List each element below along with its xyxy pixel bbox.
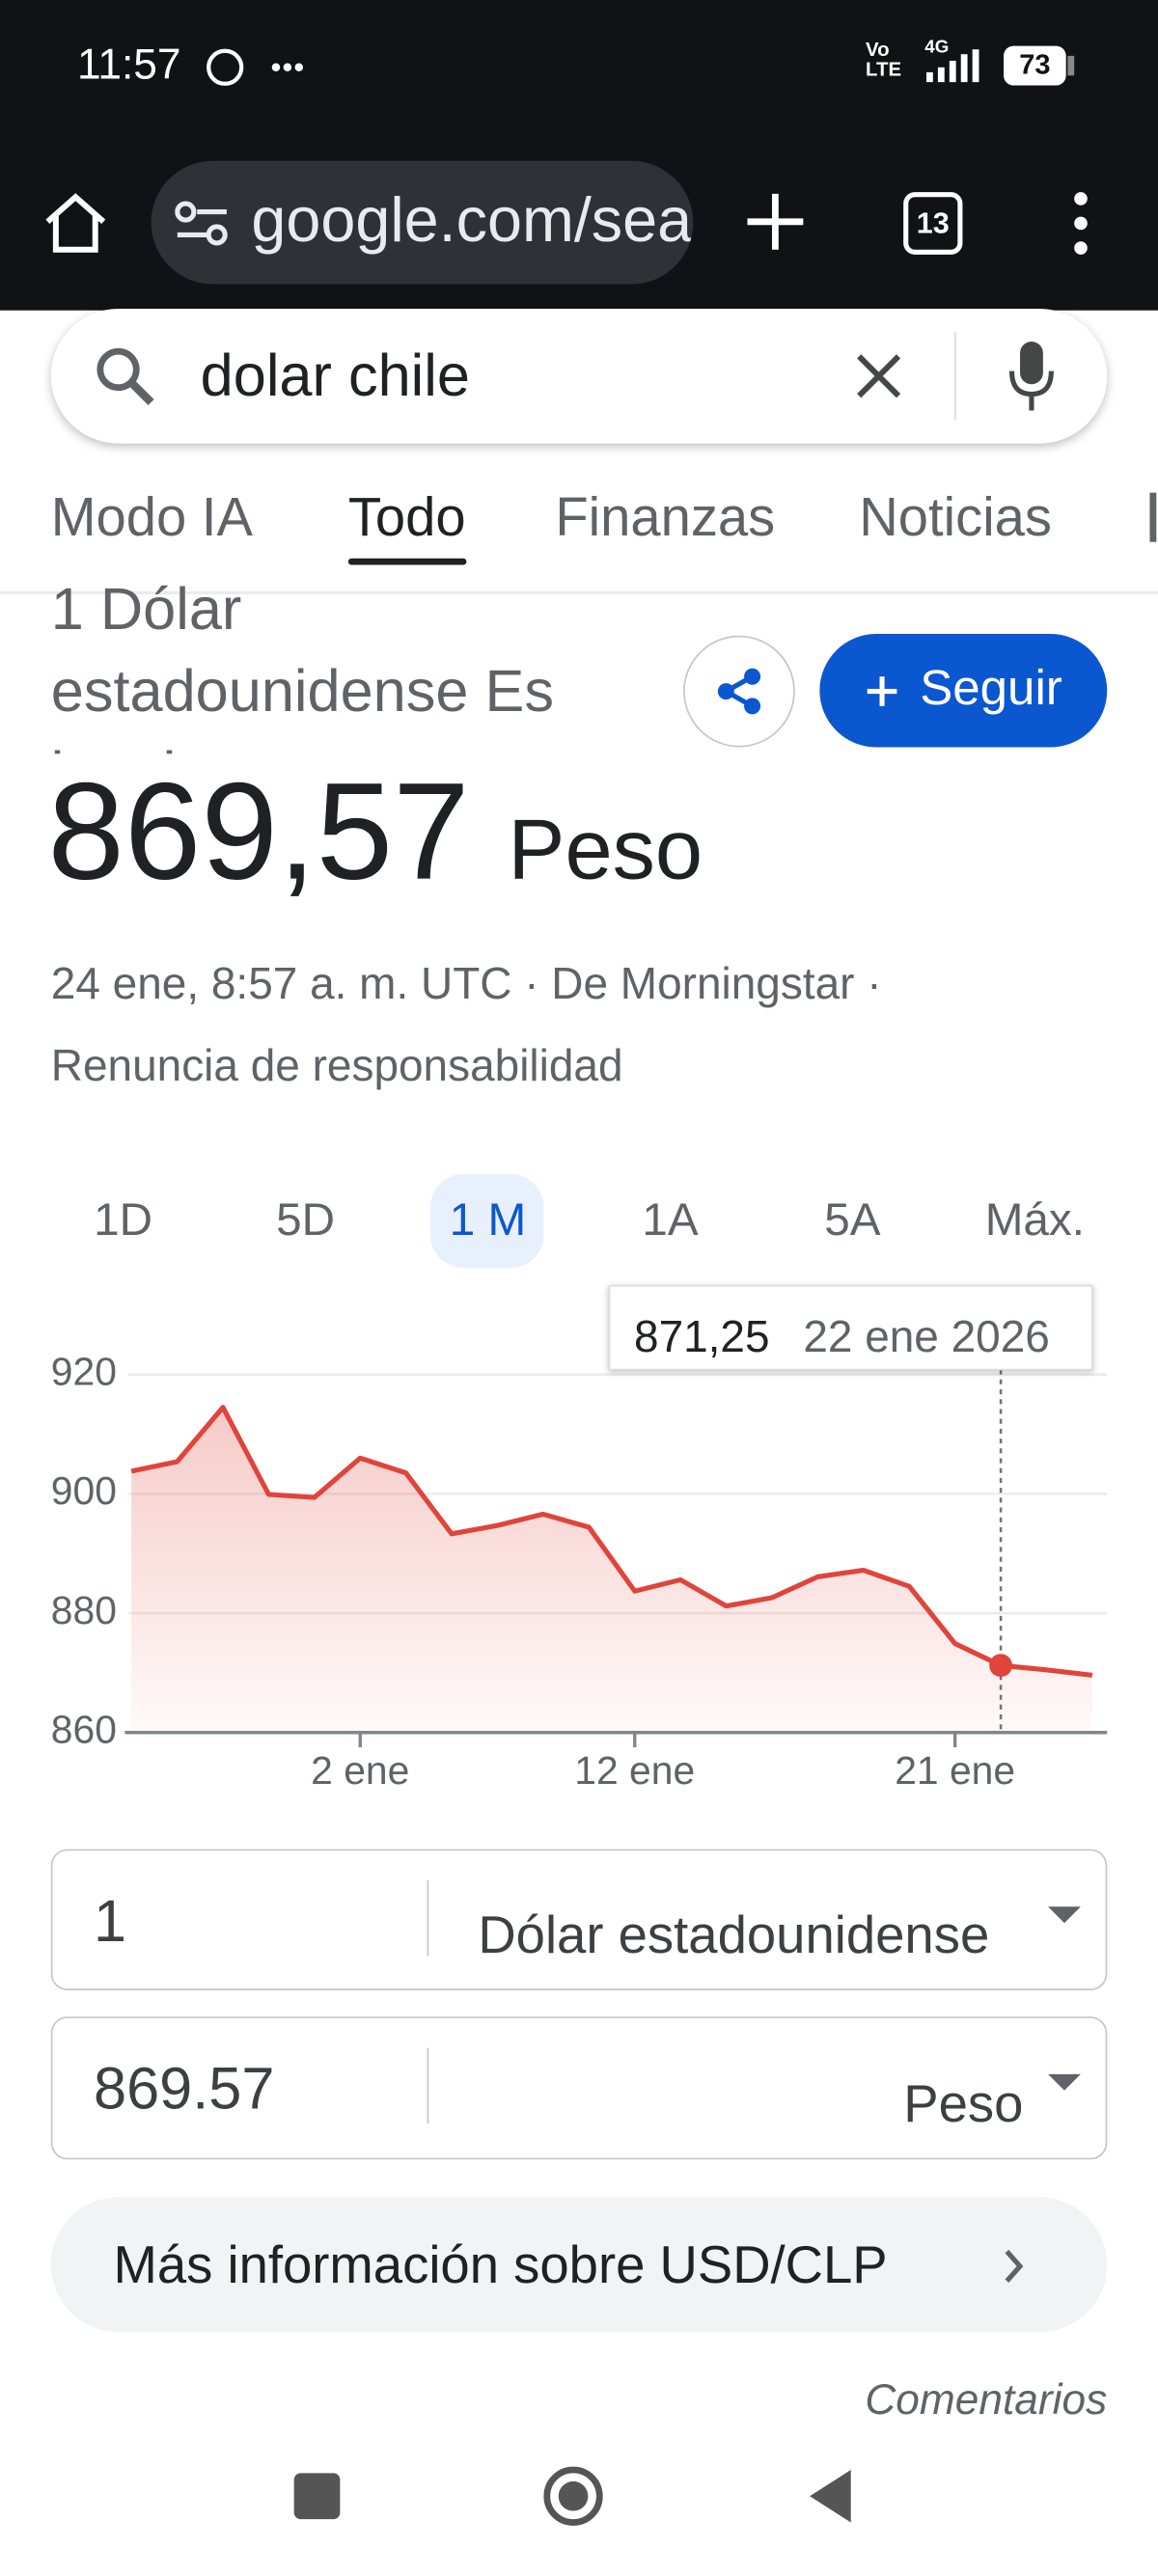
more-info-button[interactable]: Más información sobre USD/CLP [50,2197,1108,2333]
status-icons [207,48,304,86]
tab-overflow [1149,492,1157,542]
y-tick-label: 880 [51,1588,117,1632]
battery-tip [1067,55,1075,76]
url-bar[interactable]: google.com/sea [151,160,694,285]
share-icon [717,668,761,715]
tooltip-date: 22 ene 2026 [803,1311,1049,1361]
divider [953,331,956,421]
from-field[interactable]: 1 Dólar estadounidense [50,1849,1108,1990]
feedback-link[interactable]: Comentarios [865,2374,1108,2425]
dropdown-arrow [1047,1906,1082,1924]
status-time: 11:57 [77,39,181,89]
share-button[interactable] [683,635,795,748]
y-tick-label: 920 [51,1349,117,1393]
range-button[interactable]: 1 M [449,1193,527,1246]
divider [427,1879,429,1957]
signal [926,49,979,83]
to-field[interactable]: 869.57 Peso [50,2016,1108,2160]
url-text: google.com/sea [251,187,693,257]
range-button[interactable]: 5A [824,1193,881,1246]
network-type: 4G [924,38,950,58]
nav-bar [293,2466,851,2526]
dropdown-arrow [1047,2073,1082,2091]
range-highlight [429,1174,544,1269]
result-value: 869,57 Peso [47,753,703,912]
home-nav-dot [558,2480,589,2511]
hover-point [989,1654,1012,1678]
x-tick-label: 12 ene [574,1748,695,1793]
divider [427,2047,429,2124]
range-button[interactable]: Máx. [984,1193,1085,1246]
search-icon [96,347,154,406]
back-button[interactable] [810,2470,851,2523]
tab-underline [347,558,467,565]
follow-label: Seguir [920,661,1062,717]
search-box[interactable]: dolar chile [50,309,1108,444]
volte: Vo LTE [866,40,901,79]
site-settings-icon [175,201,228,246]
search-query: dolar chile [200,342,470,409]
to-currency[interactable]: Peso [903,2073,1024,2134]
from-amount[interactable]: 1 [94,1886,127,1955]
y-tick-label: 860 [51,1708,117,1752]
voice-button[interactable] [1006,339,1056,414]
source-line: 24 ene, 8:57 a. m. UTC · De Morningstar … [50,959,882,1009]
vo: Vo [866,38,890,61]
range-button[interactable]: 1D [94,1193,153,1246]
area [131,1407,1092,1733]
chevron [1005,2249,1024,2283]
disclaimer-link[interactable]: Renuncia de responsabilidad [50,1041,623,1091]
range-button[interactable]: 5D [276,1193,336,1246]
value: 869,57 [47,754,470,909]
search-tab[interactable]: Noticias [859,485,1053,547]
range-button[interactable]: 1A [642,1193,699,1246]
plus-icon [867,676,897,706]
recents-button[interactable] [293,2473,341,2520]
battery: 73 [1004,45,1066,86]
from-currency[interactable]: Dólar estadounidense [478,1905,990,1964]
y-tick-label: 900 [51,1468,117,1513]
tab-switcher[interactable]: 13 [903,192,963,255]
line [130,1405,1093,1678]
tooltip-value: 871,25 [634,1311,770,1361]
new-tab-button[interactable] [742,189,808,255]
search-tab[interactable]: Finanzas [555,485,776,547]
lte: LTE [866,57,902,81]
tooltip-box [608,1284,1093,1371]
more-info-label: Más información sobre USD/CLP [113,2234,888,2294]
tabs-divider [0,590,1158,595]
menu-button[interactable] [1067,189,1093,258]
to-amount[interactable]: 869.57 [94,2054,275,2123]
home-button[interactable] [41,189,110,258]
x-tick-label: 21 ene [895,1748,1015,1793]
follow-button[interactable]: Seguir [819,634,1108,748]
search-tab[interactable]: Todo [347,485,466,547]
clear-button[interactable] [854,351,903,400]
unit: Peso [508,803,703,899]
search-tab[interactable]: Modo IA [50,485,253,547]
x-tick-label: 2 ene [311,1748,409,1793]
home-nav-button[interactable] [543,2466,603,2526]
